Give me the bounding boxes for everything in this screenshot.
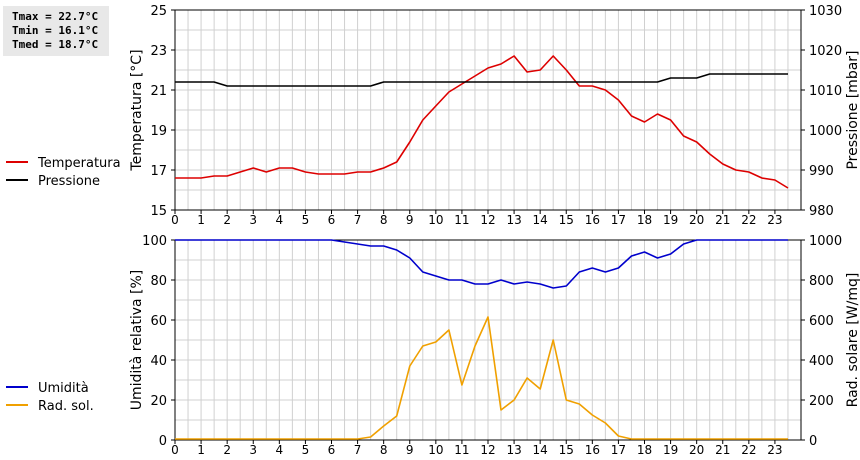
x-tick-label: 7: [354, 213, 362, 227]
x-tick-label: 7: [354, 443, 362, 457]
x-tick-label: 14: [533, 443, 548, 457]
y2-tick-label: 600: [809, 314, 834, 329]
x-tick-label: 1: [197, 213, 205, 227]
x-tick-label: 10: [428, 213, 443, 227]
y2-tick-label: 1000: [809, 124, 842, 139]
x-tick-label: 8: [380, 213, 388, 227]
x-tick-label: 23: [767, 443, 782, 457]
y-tick-label: 21: [150, 84, 167, 99]
x-tick-label: 0: [171, 443, 179, 457]
x-tick-label: 15: [559, 213, 574, 227]
y-tick-label: 40: [150, 354, 167, 369]
x-tick-label: 2: [223, 443, 231, 457]
x-tick-label: 6: [328, 213, 336, 227]
y2-tick-label: 1000: [809, 234, 842, 249]
y2-tick-label: 1030: [809, 4, 842, 19]
y2-tick-label: 980: [809, 204, 834, 219]
x-tick-label: 5: [302, 213, 310, 227]
y2-axis-title: Pressione [mbar]: [845, 50, 860, 169]
series-line-umidit: [175, 239, 788, 289]
x-tick-label: 17: [611, 213, 626, 227]
x-tick-label: 9: [406, 213, 414, 227]
x-tick-label: 3: [249, 213, 257, 227]
x-tick-label: 18: [637, 213, 652, 227]
x-tick-label: 13: [506, 443, 521, 457]
x-tick-label: 23: [767, 213, 782, 227]
legend-label: Temperatura: [37, 156, 121, 171]
x-tick-label: 6: [328, 443, 336, 457]
series-line-temperatura: [175, 55, 789, 189]
y-axis-title: Temperatura [°C]: [129, 49, 145, 171]
stat-tmax: Tmax = 22.7°C: [12, 10, 99, 23]
x-tick-label: 9: [406, 443, 414, 457]
x-tick-label: 13: [506, 213, 521, 227]
x-tick-label: 20: [689, 213, 704, 227]
series-line-rad-sol: [175, 316, 788, 440]
y-axis-title: Umidità relativa [%]: [129, 270, 145, 411]
y2-tick-label: 0: [809, 434, 817, 449]
y2-tick-label: 800: [809, 274, 834, 289]
x-tick-label: 16: [585, 443, 600, 457]
series-line-pressione: [175, 73, 788, 87]
x-tick-label: 3: [249, 443, 257, 457]
y-tick-label: 60: [150, 314, 167, 329]
x-tick-label: 12: [480, 443, 495, 457]
stat-tmin: Tmin = 16.1°C: [12, 24, 99, 37]
legend-label: Rad. sol.: [38, 399, 94, 414]
y2-tick-label: 1020: [809, 44, 842, 59]
x-tick-label: 19: [663, 443, 678, 457]
legend-label: Pressione: [38, 174, 100, 189]
legend-label: Umidità: [38, 381, 89, 396]
x-tick-label: 12: [480, 213, 495, 227]
x-tick-label: 2: [223, 213, 231, 227]
x-tick-label: 20: [689, 443, 704, 457]
x-tick-label: 4: [276, 443, 284, 457]
x-tick-label: 8: [380, 443, 388, 457]
x-tick-label: 11: [454, 443, 469, 457]
x-tick-label: 10: [428, 443, 443, 457]
y-tick-label: 19: [150, 124, 167, 139]
y2-tick-label: 400: [809, 354, 834, 369]
y-tick-label: 100: [142, 234, 167, 249]
x-tick-label: 18: [637, 443, 652, 457]
y2-tick-label: 200: [809, 394, 834, 409]
x-tick-label: 22: [741, 213, 756, 227]
y-tick-label: 20: [150, 394, 167, 409]
y2-axis-title: Rad. solare [W/mq]: [845, 273, 860, 408]
statistics-box: Tmax = 22.7°C Tmin = 16.1°C Tmed = 18.7°…: [3, 6, 109, 56]
y-tick-label: 80: [150, 274, 167, 289]
x-tick-label: 1: [197, 443, 205, 457]
y-tick-label: 17: [150, 164, 167, 179]
x-tick-label: 16: [585, 213, 600, 227]
x-tick-label: 21: [715, 443, 730, 457]
x-tick-label: 4: [276, 213, 284, 227]
y-tick-label: 15: [150, 204, 167, 219]
x-tick-label: 15: [559, 443, 574, 457]
x-tick-label: 5: [302, 443, 310, 457]
x-tick-label: 21: [715, 213, 730, 227]
stat-tmed: Tmed = 18.7°C: [12, 38, 99, 51]
x-tick-label: 0: [171, 213, 179, 227]
x-tick-label: 22: [741, 443, 756, 457]
y2-tick-label: 1010: [809, 84, 842, 99]
y-tick-label: 25: [150, 4, 167, 19]
x-tick-label: 19: [663, 213, 678, 227]
y-tick-label: 23: [150, 44, 167, 59]
y2-tick-label: 990: [809, 164, 834, 179]
x-tick-label: 17: [611, 443, 626, 457]
x-tick-label: 11: [454, 213, 469, 227]
y-tick-label: 0: [159, 434, 167, 449]
x-tick-label: 14: [533, 213, 548, 227]
